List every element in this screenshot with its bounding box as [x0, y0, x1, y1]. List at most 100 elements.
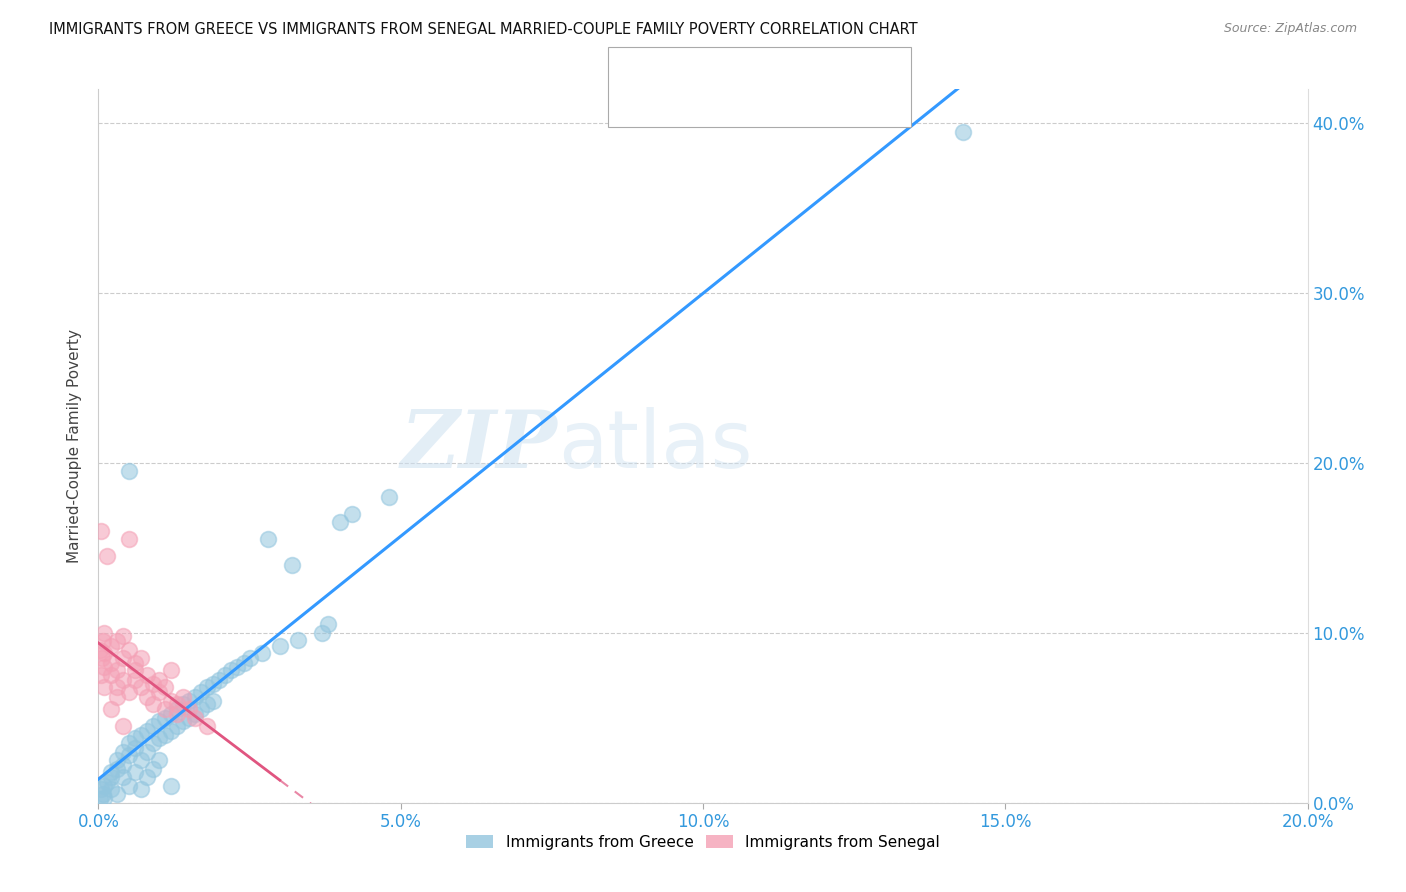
Point — [111, 629, 134, 643]
Point — [179, 702, 201, 716]
Point — [124, 673, 146, 688]
Point — [100, 765, 122, 780]
Legend: Immigrants from Greece, Immigrants from Senegal: Immigrants from Greece, Immigrants from … — [460, 829, 946, 855]
Text: atlas: atlas — [558, 407, 752, 485]
Point — [105, 762, 128, 776]
Point — [135, 724, 157, 739]
Point — [111, 770, 134, 784]
Point — [135, 690, 157, 705]
Point — [153, 728, 176, 742]
Point — [202, 677, 225, 691]
Point — [311, 626, 333, 640]
Point — [111, 651, 134, 665]
Text: N =: N = — [790, 100, 824, 115]
Point — [118, 779, 141, 793]
Point — [89, 643, 111, 657]
Point — [105, 634, 128, 648]
Text: ZIP: ZIP — [401, 408, 558, 484]
Point — [100, 782, 122, 797]
Point — [91, 634, 114, 648]
Point — [118, 748, 141, 763]
Point — [221, 663, 243, 677]
Point — [952, 125, 974, 139]
Text: -0.109: -0.109 — [713, 100, 768, 115]
Point — [232, 657, 254, 671]
Point — [100, 668, 122, 682]
Point — [124, 663, 146, 677]
Bar — [620, 94, 651, 120]
Point — [142, 698, 165, 712]
Point — [124, 731, 146, 746]
Point — [111, 673, 134, 688]
Text: Source: ZipAtlas.com: Source: ZipAtlas.com — [1223, 22, 1357, 36]
Point — [91, 651, 114, 665]
Point — [190, 702, 212, 716]
Point — [93, 790, 115, 805]
Point — [160, 724, 183, 739]
Point — [142, 736, 165, 750]
Point — [179, 711, 201, 725]
Point — [316, 617, 339, 632]
Point — [148, 753, 170, 767]
Point — [100, 657, 122, 671]
Point — [172, 698, 194, 712]
Point — [153, 680, 176, 694]
Point — [153, 711, 176, 725]
Point — [329, 516, 352, 530]
Point — [111, 719, 134, 733]
Point — [160, 694, 183, 708]
Text: N =: N = — [790, 60, 824, 75]
Point — [129, 753, 152, 767]
Point — [172, 690, 194, 705]
Point — [287, 632, 309, 647]
Point — [179, 694, 201, 708]
Point — [172, 714, 194, 729]
Point — [281, 558, 304, 572]
Point — [195, 719, 218, 733]
Point — [91, 787, 114, 801]
Point — [129, 728, 152, 742]
Point — [226, 660, 249, 674]
Point — [93, 660, 115, 674]
Point — [195, 680, 218, 694]
Point — [184, 707, 207, 722]
Point — [100, 640, 122, 654]
Text: 70: 70 — [834, 60, 855, 75]
Point — [105, 753, 128, 767]
Point — [202, 694, 225, 708]
Bar — [620, 54, 651, 81]
Point — [160, 779, 183, 793]
Point — [129, 680, 152, 694]
Point — [93, 779, 115, 793]
Point — [111, 745, 134, 759]
Point — [190, 685, 212, 699]
Point — [100, 702, 122, 716]
Point — [142, 677, 165, 691]
Point — [105, 690, 128, 705]
Text: 0.837: 0.837 — [713, 60, 766, 75]
Point — [118, 685, 141, 699]
Point — [129, 782, 152, 797]
Point — [93, 626, 115, 640]
Point — [166, 702, 188, 716]
Point — [96, 775, 118, 789]
Point — [184, 690, 207, 705]
Point — [256, 533, 278, 547]
Text: R =: R = — [664, 60, 696, 75]
Point — [148, 714, 170, 729]
Point — [269, 640, 291, 654]
Point — [148, 685, 170, 699]
FancyBboxPatch shape — [607, 47, 911, 127]
Point — [148, 673, 170, 688]
Point — [124, 765, 146, 780]
Point — [195, 698, 218, 712]
Point — [135, 745, 157, 759]
Point — [93, 646, 115, 660]
Point — [105, 663, 128, 677]
Point — [377, 490, 399, 504]
Point — [118, 533, 141, 547]
Point — [208, 673, 231, 688]
Point — [124, 657, 146, 671]
Point — [100, 770, 122, 784]
Point — [124, 741, 146, 756]
